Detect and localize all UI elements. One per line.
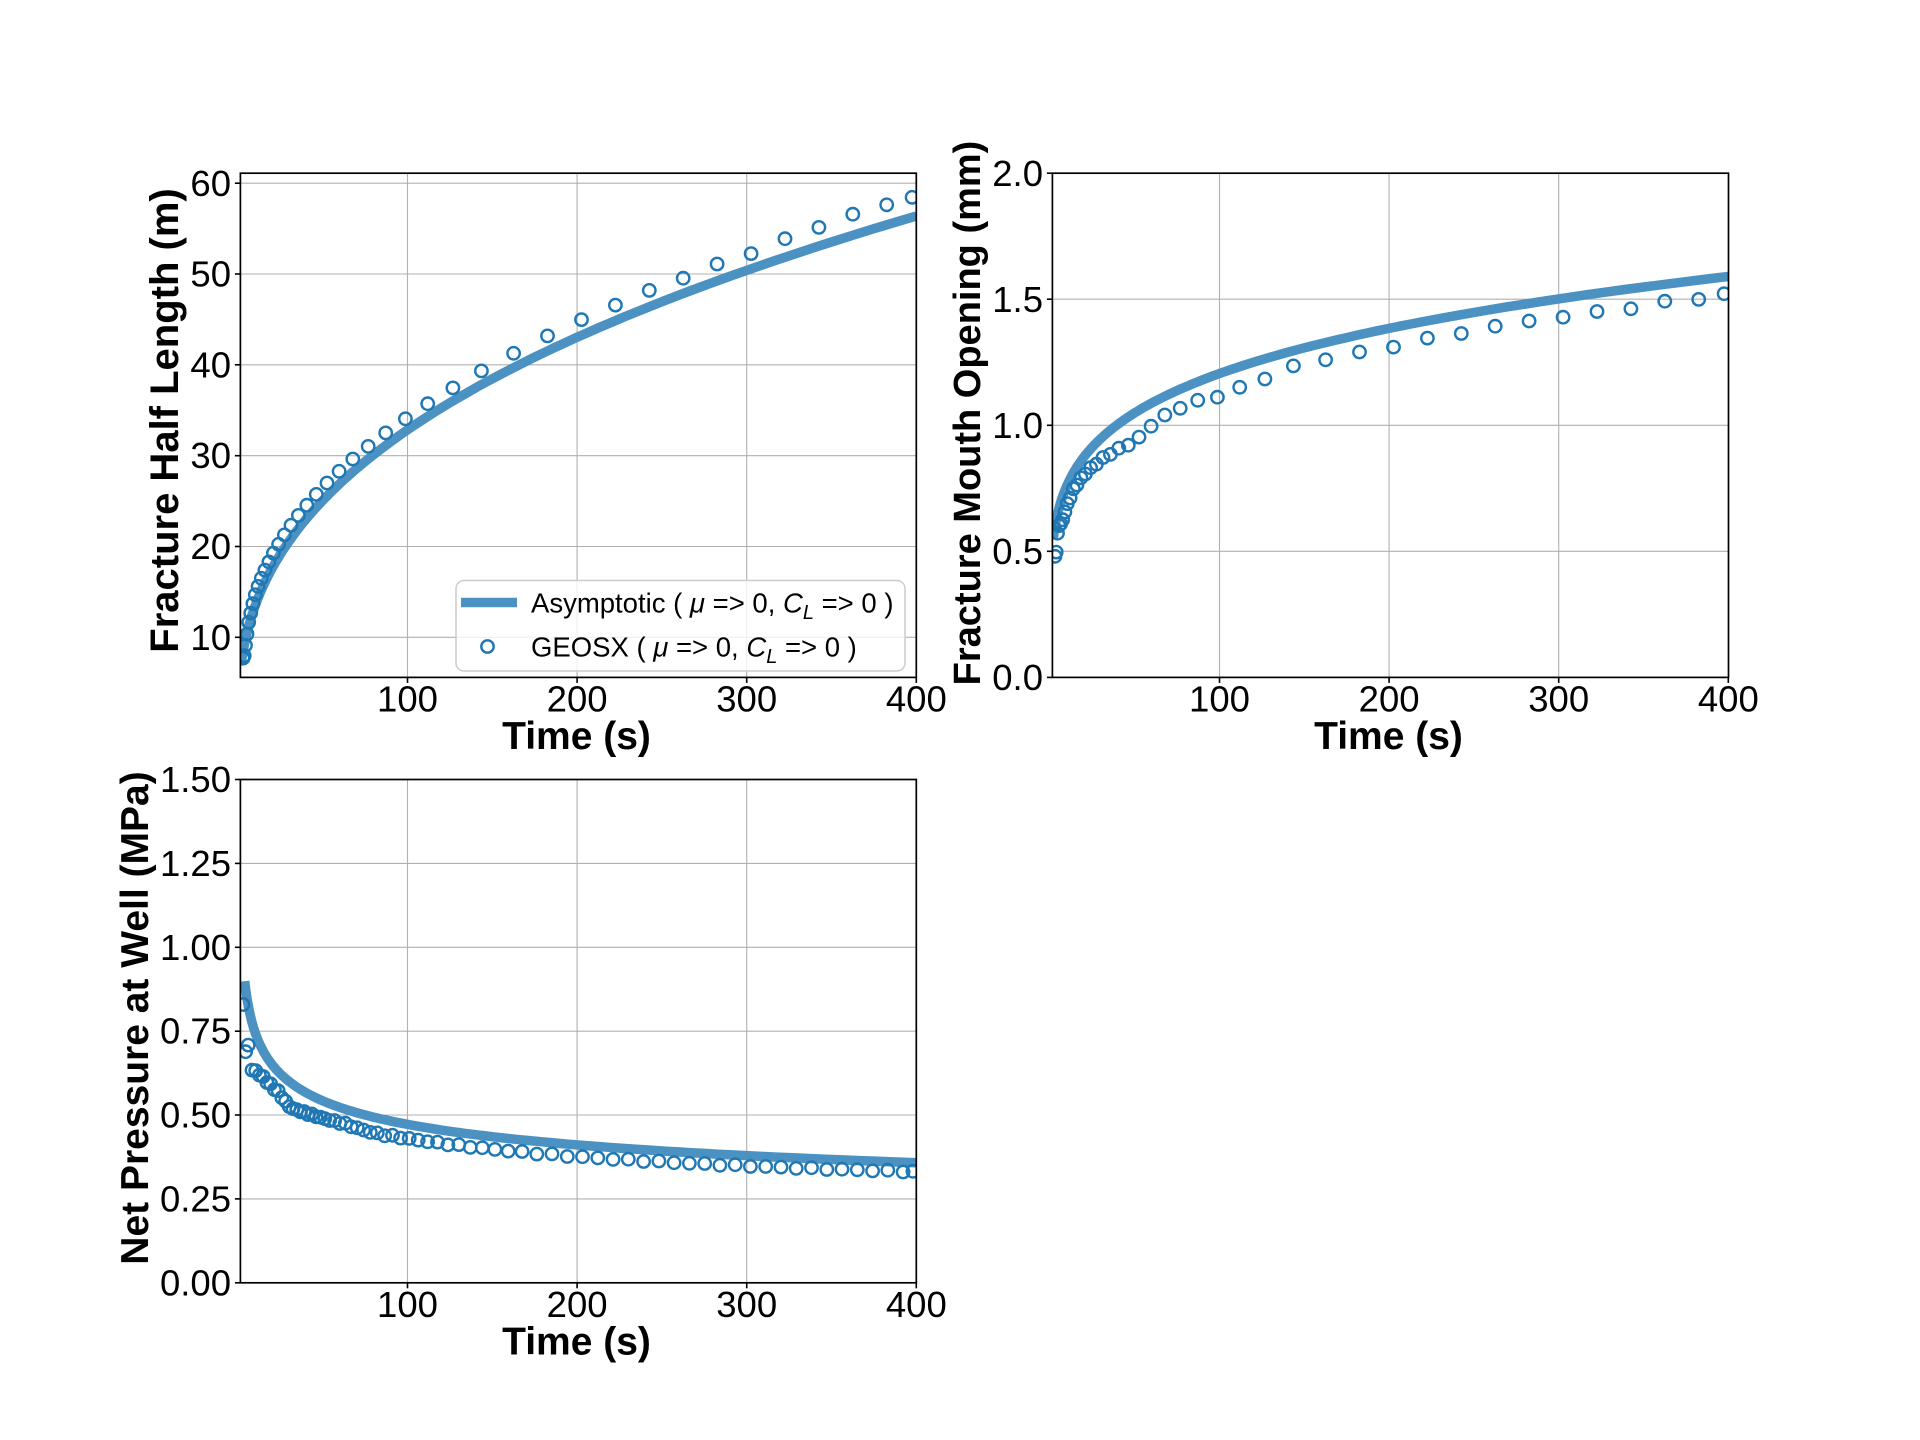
svg-text:1.25: 1.25 <box>160 843 231 884</box>
svg-text:40: 40 <box>190 344 231 385</box>
svg-text:10: 10 <box>190 617 231 658</box>
svg-text:50: 50 <box>190 254 231 295</box>
svg-text:30: 30 <box>190 435 231 476</box>
svg-text:60: 60 <box>190 163 231 204</box>
svg-text:2.0: 2.0 <box>992 153 1043 194</box>
svg-text:1.50: 1.50 <box>160 759 231 800</box>
svg-text:Time (s): Time (s) <box>1314 715 1463 758</box>
svg-text:100: 100 <box>377 678 438 719</box>
svg-text:1.5: 1.5 <box>992 279 1043 320</box>
svg-text:0.5: 0.5 <box>992 531 1043 572</box>
svg-text:1.00: 1.00 <box>160 927 231 968</box>
svg-text:100: 100 <box>1189 678 1250 719</box>
svg-text:300: 300 <box>716 678 777 719</box>
svg-text:400: 400 <box>886 678 947 719</box>
svg-text:0.00: 0.00 <box>160 1262 231 1303</box>
svg-text:Fracture Mouth Opening (mm): Fracture Mouth Opening (mm) <box>947 141 989 686</box>
svg-text:Time (s): Time (s) <box>502 715 651 758</box>
svg-text:0.50: 0.50 <box>160 1095 231 1136</box>
svg-text:0.25: 0.25 <box>160 1179 231 1220</box>
svg-text:Time (s): Time (s) <box>502 1320 651 1363</box>
svg-text:Asymptotic ( μ => 0, CL => 0 ): Asymptotic ( μ => 0, CL => 0 ) <box>531 588 893 625</box>
svg-text:300: 300 <box>716 1284 777 1325</box>
svg-text:0.0: 0.0 <box>992 657 1043 698</box>
svg-text:20: 20 <box>190 526 231 567</box>
svg-text:0.75: 0.75 <box>160 1011 231 1052</box>
svg-text:400: 400 <box>1698 678 1759 719</box>
svg-text:GEOSX ( μ => 0, CL => 0 ): GEOSX ( μ => 0, CL => 0 ) <box>531 632 857 669</box>
svg-text:300: 300 <box>1528 678 1589 719</box>
svg-text:200: 200 <box>547 1284 608 1325</box>
svg-text:Fracture Half Length (m): Fracture Half Length (m) <box>143 188 187 652</box>
svg-text:200: 200 <box>1359 678 1420 719</box>
svg-text:1.0: 1.0 <box>992 405 1043 446</box>
svg-text:400: 400 <box>886 1284 947 1325</box>
svg-text:100: 100 <box>377 1284 438 1325</box>
svg-text:Net Pressure at Well (MPa): Net Pressure at Well (MPa) <box>114 771 157 1264</box>
svg-text:200: 200 <box>547 678 608 719</box>
